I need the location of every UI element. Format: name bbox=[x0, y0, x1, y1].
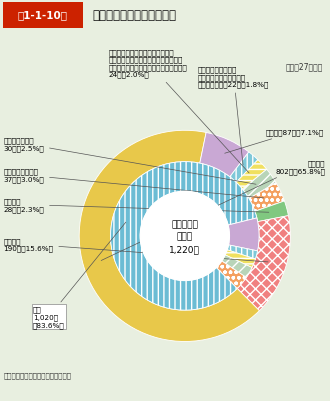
Text: 住宅
1,020人
（83.6%）: 住宅 1,020人 （83.6%） bbox=[33, 223, 126, 328]
Wedge shape bbox=[255, 201, 288, 222]
Wedge shape bbox=[249, 183, 284, 212]
Wedge shape bbox=[243, 170, 276, 199]
Text: 建物火災の
死者数
1,220人: 建物火災の 死者数 1,220人 bbox=[169, 219, 200, 253]
Text: 一般住宅
802人（65.8%）: 一般住宅 802人（65.8%） bbox=[101, 160, 325, 261]
Wedge shape bbox=[227, 245, 257, 259]
Wedge shape bbox=[236, 160, 267, 190]
Wedge shape bbox=[228, 219, 259, 251]
Text: 第1-1-10図: 第1-1-10図 bbox=[18, 10, 68, 20]
Wedge shape bbox=[222, 255, 252, 278]
Wedge shape bbox=[237, 216, 290, 311]
Text: 劇場・遊技場・飲食店舗・待合・
物品販売店舗・旅館・ホテル・病院・
診療所・グループホーム・社会福祉施設
24人（2.0%）: 劇場・遊技場・飲食店舗・待合・ 物品販売店舗・旅館・ホテル・病院・ 診療所・グル… bbox=[109, 49, 249, 174]
Text: 複合用途・非特定
37人（3.0%）: 複合用途・非特定 37人（3.0%） bbox=[3, 168, 264, 198]
Text: （備考）　「火災報告」により作成: （備考） 「火災報告」により作成 bbox=[3, 371, 71, 378]
Circle shape bbox=[140, 192, 229, 281]
Text: 併用住宅
28人（2.3%）: 併用住宅 28人（2.3%） bbox=[3, 198, 269, 213]
FancyBboxPatch shape bbox=[3, 2, 82, 29]
Text: 共同住宅
190人（15.6%）: 共同住宅 190人（15.6%） bbox=[3, 237, 268, 262]
Wedge shape bbox=[200, 133, 249, 177]
Text: 複合用途・特定
30人（2.5%）: 複合用途・特定 30人（2.5%） bbox=[3, 137, 256, 185]
Wedge shape bbox=[230, 152, 258, 183]
Text: その他　87人（7.1%）: その他 87人（7.1%） bbox=[225, 129, 323, 154]
Wedge shape bbox=[216, 261, 246, 289]
Text: （平成27年中）: （平成27年中） bbox=[286, 62, 323, 71]
Text: 建物用途別の死者発生状況: 建物用途別の死者発生状況 bbox=[92, 9, 177, 22]
Wedge shape bbox=[225, 250, 255, 268]
Wedge shape bbox=[111, 162, 257, 310]
Wedge shape bbox=[79, 131, 259, 342]
Text: 学校・神社・工場・
作業所・駐車場・車庫・
倉庫・事務所　22人（1.8%）: 学校・神社・工場・ 作業所・駐車場・車庫・ 倉庫・事務所 22人（1.8%） bbox=[198, 67, 269, 165]
